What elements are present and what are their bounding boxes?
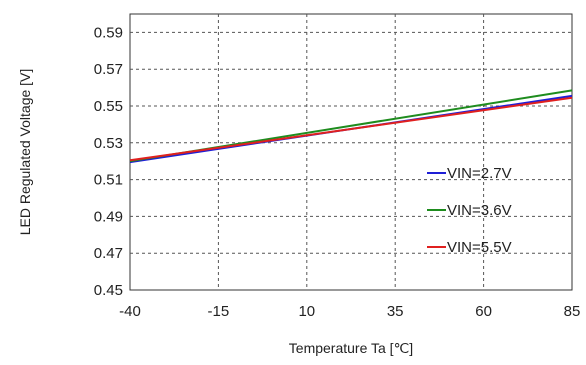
series-line: [129, 96, 573, 162]
x-axis-ticks: -40 -15 10 35 60 85: [119, 303, 580, 320]
x-tick-label: 10: [298, 303, 315, 320]
x-tick-label: 60: [475, 303, 492, 320]
x-tick-label: -40: [119, 303, 141, 320]
y-tick-label: 0.53: [94, 135, 123, 152]
y-tick-label: 0.55: [94, 98, 123, 115]
legend-label: VIN=3.6V: [447, 202, 512, 219]
legend: VIN=2.7V VIN=3.6V VIN=5.5V: [427, 165, 512, 256]
legend-label: VIN=5.5V: [447, 239, 512, 256]
y-axis-ticks: 0.45 0.47 0.49 0.51 0.53 0.55 0.57 0.59: [94, 24, 123, 299]
y-tick-label: 0.51: [94, 172, 123, 189]
y-tick-label: 0.47: [94, 245, 123, 262]
legend-label: VIN=2.7V: [447, 165, 512, 182]
y-tick-label: 0.49: [94, 208, 123, 225]
x-tick-label: 85: [564, 303, 581, 320]
x-tick-label: -15: [208, 303, 230, 320]
x-axis-title: Temperature Ta [℃]: [289, 340, 413, 356]
series-lines: [129, 89, 573, 164]
x-tick-label: 35: [387, 303, 404, 320]
y-tick-label: 0.59: [94, 24, 123, 41]
y-axis-title: LED Regulated Voltage [V]: [17, 69, 33, 236]
y-tick-label: 0.45: [94, 282, 123, 299]
y-tick-label: 0.57: [94, 61, 123, 78]
